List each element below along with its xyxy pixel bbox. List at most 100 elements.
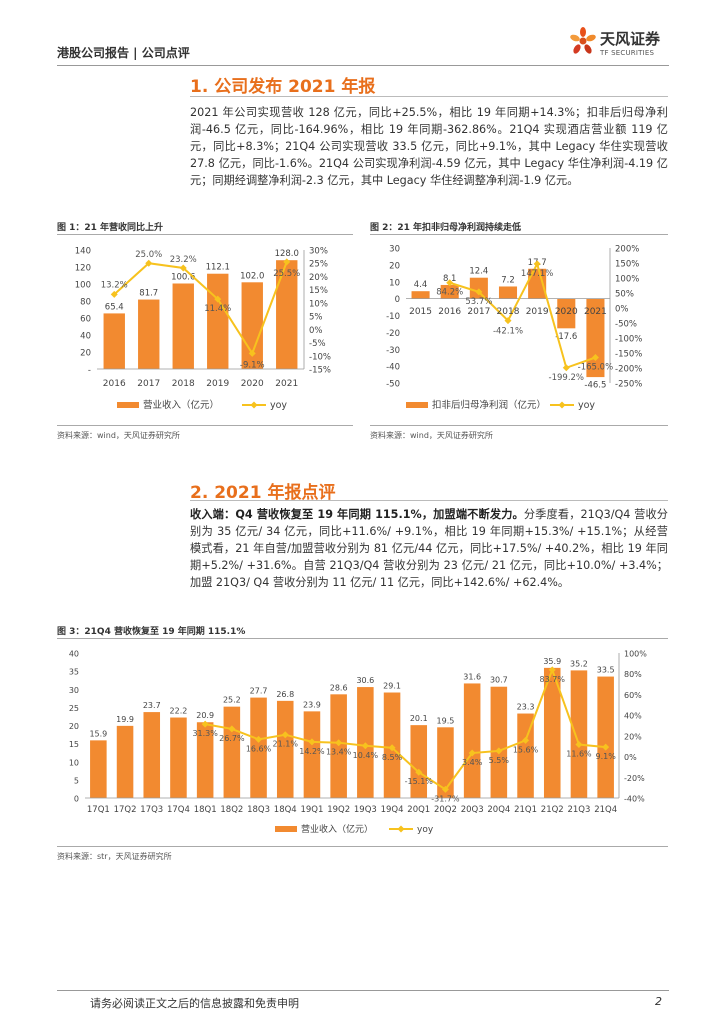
- yoy-point: [441, 785, 449, 793]
- bar-value-label: 28.6: [330, 683, 348, 692]
- bar-value-label: 19.5: [437, 716, 455, 725]
- yoy-point-label: 15.6%: [513, 745, 539, 754]
- left-axis-tick-label: 5: [74, 776, 79, 785]
- category-tick-label: 20Q3: [461, 805, 484, 815]
- bar: [90, 740, 107, 798]
- figure3-title: 图 3：21Q4 营收恢复至 19 年同期 115.1%: [57, 627, 246, 637]
- bar-value-label: 15.9: [89, 729, 107, 738]
- legend-line-marker: [558, 401, 566, 409]
- category-tick-label: 17Q4: [167, 805, 190, 815]
- category-tick-label: 18Q1: [194, 805, 217, 815]
- bar: [469, 277, 488, 299]
- bar: [528, 268, 547, 299]
- logo-english-name: TF SECURITIES: [600, 49, 655, 57]
- category-tick-label: 21Q3: [567, 805, 590, 815]
- left-axis-tick-label: 120: [75, 264, 91, 274]
- right-axis-tick-label: 15%: [309, 286, 328, 296]
- legend-bar-label: 营业收入（亿元）: [143, 399, 219, 411]
- left-axis-tick-label: 100: [75, 281, 91, 291]
- category-tick-label: 2017: [467, 307, 490, 317]
- bar: [597, 676, 614, 798]
- right-axis-tick-label: 0%: [309, 326, 323, 336]
- yoy-point-label: 13.2%: [101, 280, 128, 290]
- right-axis-tick-label: -10%: [309, 352, 331, 362]
- right-axis-tick-label: 200%: [615, 245, 639, 255]
- yoy-series-line: [449, 261, 596, 370]
- yoy-point-label: 23.2%: [170, 255, 197, 265]
- bar-value-label: 112.1: [206, 263, 230, 273]
- legend-line-label: yoy: [417, 825, 434, 835]
- category-tick-label: 21Q4: [594, 805, 617, 815]
- bar-value-label: 31.6: [463, 672, 481, 681]
- company-logo: 天风证券 TF SECURITIES: [568, 26, 678, 62]
- yoy-point: [446, 279, 454, 287]
- bar-value-label: 81.7: [139, 289, 158, 299]
- figure3-source: 资料来源：str，天风证券研究所: [57, 852, 172, 861]
- bar-value-label: 27.7: [250, 687, 268, 696]
- yoy-point: [388, 744, 396, 752]
- category-tick-label: 20Q1: [407, 805, 430, 815]
- bar-value-label: 7.2: [501, 275, 515, 285]
- yoy-point-label: 83.7%: [540, 675, 566, 684]
- bar: [143, 712, 161, 798]
- bar: [116, 725, 134, 798]
- bar-value-label: 29.1: [383, 682, 401, 691]
- category-tick-label: 2018: [497, 307, 520, 317]
- yoy-point: [335, 739, 343, 747]
- right-axis-tick-label: -20%: [624, 774, 645, 783]
- section2-title: 2. 2021 年报点评: [190, 483, 336, 503]
- yoy-point-label: -165.0%: [578, 363, 613, 373]
- yoy-point-label: 147.1%: [521, 269, 553, 279]
- logo-flower-icon: [570, 27, 596, 54]
- left-axis-tick-label: -50: [386, 380, 400, 390]
- left-axis-tick-label: 40: [80, 332, 91, 342]
- yoy-point: [179, 264, 187, 272]
- left-axis-tick-label: -: [88, 366, 91, 376]
- bar: [103, 313, 125, 369]
- left-axis-tick-label: 140: [75, 247, 91, 257]
- bar: [411, 291, 430, 299]
- category-tick-label: 21Q2: [541, 805, 564, 815]
- bar-value-label: 30.7: [490, 676, 508, 685]
- legend-bar-label: 营业收入（亿元）: [301, 823, 373, 835]
- bar: [241, 282, 263, 369]
- category-tick-label: 2020: [241, 379, 264, 389]
- header-divider: [57, 65, 669, 66]
- left-axis-tick-label: 10: [69, 758, 79, 767]
- bar-value-label: 35.9: [543, 657, 561, 666]
- bar: [410, 725, 428, 798]
- yoy-point: [602, 743, 610, 751]
- right-axis-tick-label: 0%: [624, 753, 637, 762]
- bar: [196, 722, 214, 798]
- right-axis-tick-label: -150%: [615, 350, 642, 360]
- section2-divider: [190, 500, 668, 501]
- category-tick-label: 2018: [172, 379, 195, 389]
- yoy-point-label: -15.1%: [405, 777, 434, 786]
- right-axis-tick-label: 20%: [309, 273, 328, 283]
- logo-chinese-name: 天风证券: [600, 30, 661, 48]
- footer-disclaimer: 请务必阅读正文之后的信息披露和免责申明: [90, 997, 299, 1010]
- report-type-label: 港股公司报告 | 公司点评: [57, 46, 190, 60]
- figure1-top-rule: [57, 234, 353, 235]
- footer-divider: [57, 990, 669, 991]
- yoy-point: [145, 259, 153, 267]
- yoy-point: [255, 735, 263, 743]
- category-tick-label: 2015: [409, 307, 432, 317]
- bar: [250, 697, 267, 798]
- left-axis-tick-label: 35: [69, 668, 79, 677]
- category-tick-label: 19Q3: [354, 805, 377, 815]
- bar-value-label: 33.5: [597, 666, 615, 675]
- category-tick-label: 17Q2: [114, 805, 137, 815]
- yoy-point-label: 9.1%: [595, 752, 616, 761]
- yoy-point: [591, 354, 599, 361]
- figure1-source: 资料来源：wind，天风证券研究所: [57, 431, 180, 440]
- section2-lead: 收入端：Q4 营收恢复至 19 年同期 115.1%，加盟端不断发力。: [190, 508, 524, 521]
- yoy-point-label: -9.1%: [240, 360, 265, 370]
- bar-value-label: 65.4: [105, 302, 124, 312]
- category-tick-label: 2017: [137, 379, 160, 389]
- figure1-title: 图 1：21 年营收同比上升: [57, 223, 164, 233]
- yoy-point-label: 14.2%: [299, 747, 325, 756]
- left-axis-tick-label: -20: [386, 329, 400, 339]
- category-tick-label: 17Q1: [87, 805, 110, 815]
- left-axis-tick-label: 20: [69, 722, 79, 731]
